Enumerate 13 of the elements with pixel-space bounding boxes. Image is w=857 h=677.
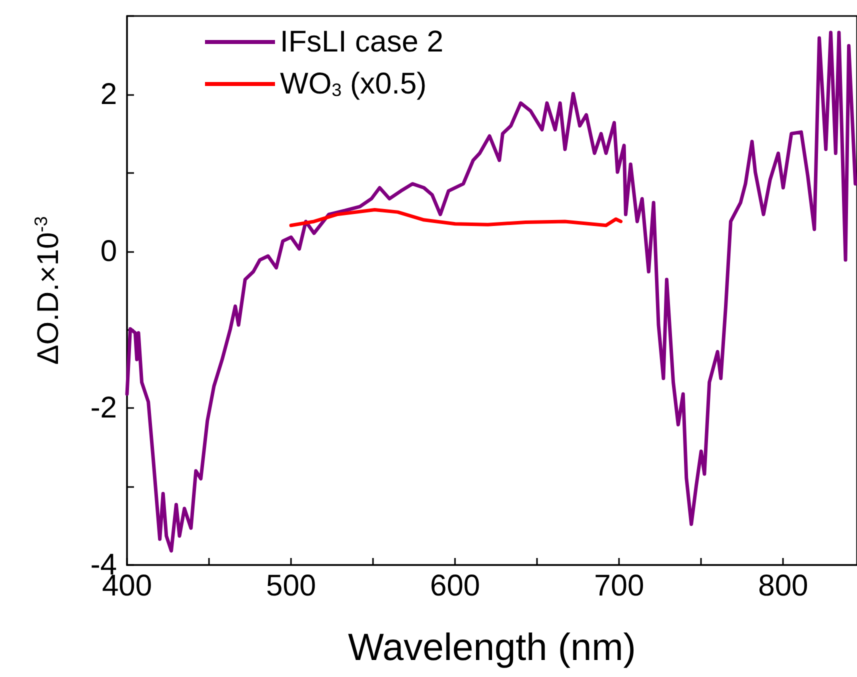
x-tick-label: 500 xyxy=(266,570,316,602)
legend-label: IFsLI case 2 xyxy=(280,26,444,58)
y-axis-title: ΔO.D.×10-3 xyxy=(31,216,65,365)
x-tick-label: 600 xyxy=(430,570,480,602)
x-tick-label: 700 xyxy=(594,570,644,602)
line-series xyxy=(125,30,857,553)
x-tick-label: 800 xyxy=(758,570,808,602)
y-tick-label: 2 xyxy=(100,78,117,111)
y-tick-label: -2 xyxy=(90,392,117,425)
line-series xyxy=(289,208,623,228)
legend-label: WO3 (x0.5) xyxy=(280,68,427,100)
y-tick-label: 0 xyxy=(100,234,117,268)
x-axis-title: Wavelength (nm) xyxy=(348,627,636,669)
